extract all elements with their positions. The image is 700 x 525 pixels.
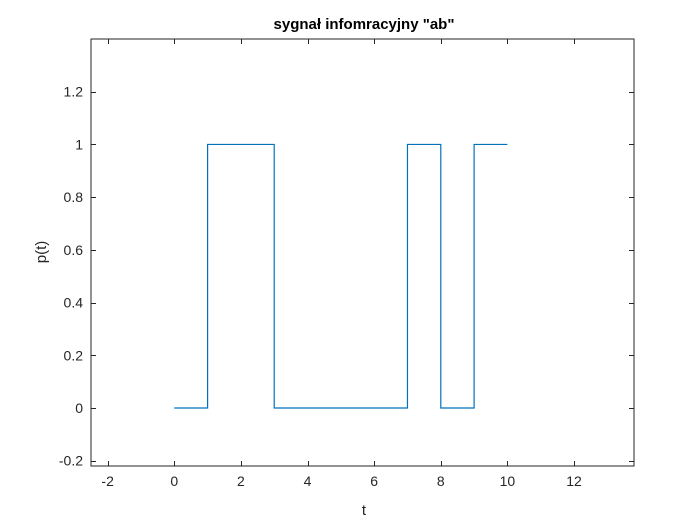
x-tick-label: 4 [304, 473, 312, 489]
x-axis-label: t [362, 502, 367, 519]
y-tick-label: 0.6 [64, 242, 84, 258]
y-tick-label: 0.8 [64, 189, 84, 205]
y-tick-label: 0.2 [64, 347, 84, 363]
y-tick-label: -0.2 [59, 453, 83, 469]
x-tick-label: 0 [170, 473, 178, 489]
x-tick-label: 8 [437, 473, 445, 489]
y-tick-label: 1 [75, 136, 83, 152]
y-tick-label: 1.2 [64, 84, 84, 100]
axis-ticks [91, 39, 634, 466]
series-layer [174, 143, 508, 409]
y-axis-label: p(t) [33, 241, 50, 264]
plot-area: -2 0 2 4 6 8 10 12 -0.2 0 0.2 0.4 0.6 0.8 1 1.2 [59, 38, 635, 489]
x-tick-label: 10 [500, 473, 516, 489]
axes-box [90, 38, 635, 467]
axis-tick-labels: -2 0 2 4 6 8 10 12 -0.2 0 0.2 0.4 0.6 0.8 1 1.2 [59, 84, 582, 489]
y-tick-label: 0 [75, 400, 83, 416]
x-tick-label: 2 [237, 473, 245, 489]
x-tick-label: 6 [370, 473, 378, 489]
series-line [174, 143, 508, 409]
chart-title: sygnał infomracyjny "ab" [274, 16, 455, 33]
x-tick-label: 12 [566, 473, 582, 489]
y-tick-label: 0.4 [64, 295, 84, 311]
x-tick-label: -2 [101, 473, 114, 489]
